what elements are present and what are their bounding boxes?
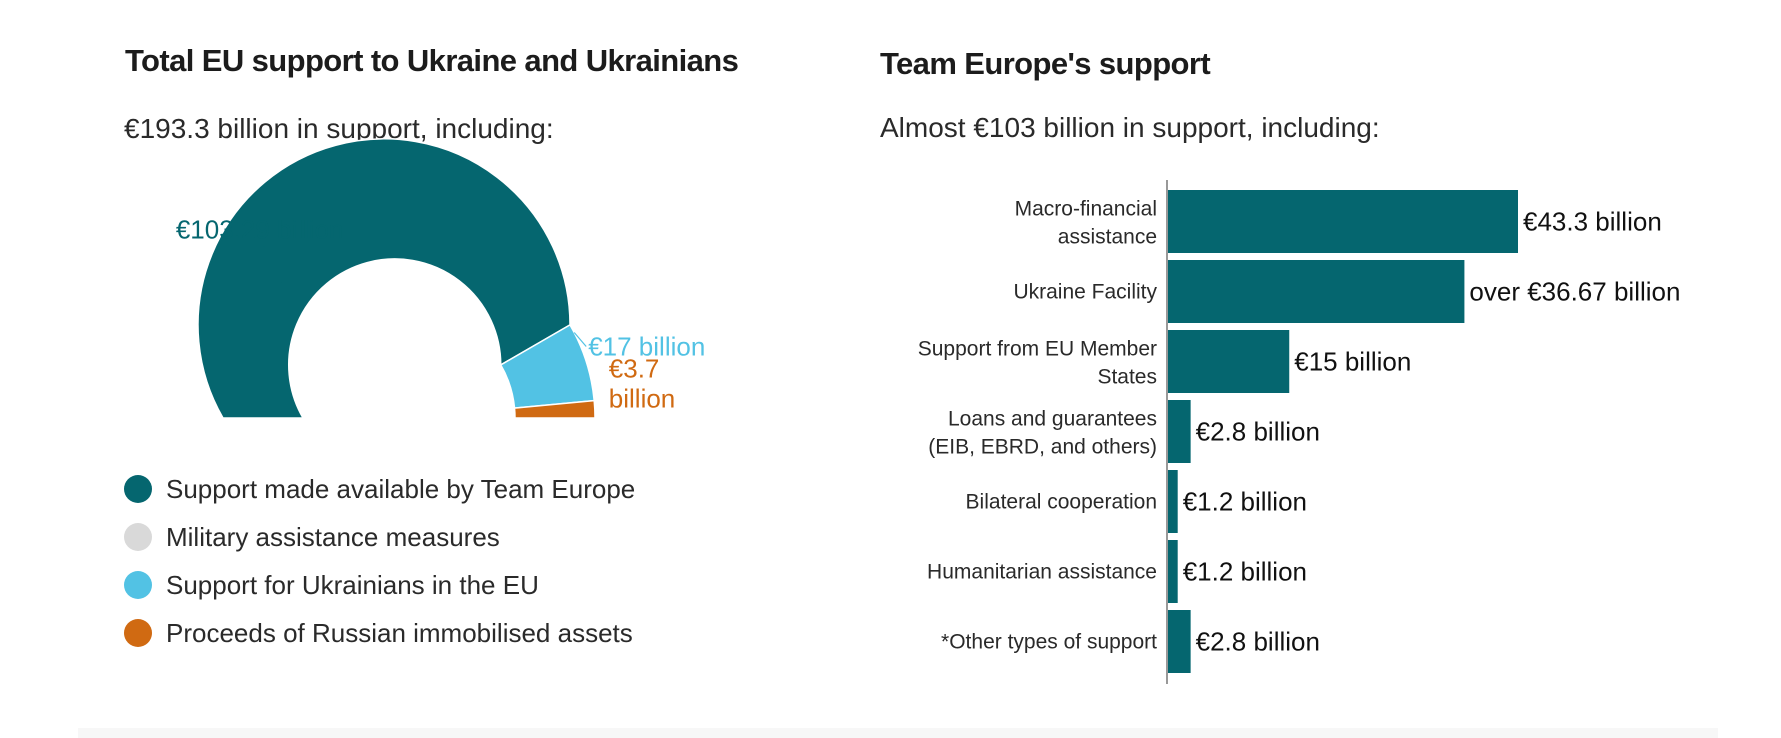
bar-category-line: Macro-financial <box>1015 198 1157 221</box>
bar-category-label: Support from EU Member States <box>918 338 1157 389</box>
bar-category-line: (EIB, EBRD, and others) <box>928 436 1157 459</box>
bar-category-line: assistance <box>1058 226 1157 249</box>
bar <box>1168 540 1178 603</box>
slice-label: €103.29 billion <box>176 214 344 244</box>
slice-label: €17 billion <box>588 332 705 362</box>
bar-category-label: Bilateral cooperation <box>966 491 1157 514</box>
legend-item: Support for Ukrainians in the EU <box>124 561 635 609</box>
bar-value-label: €1.2 billion <box>1183 487 1307 517</box>
legend-label: Support made available by Team Europe <box>166 473 636 504</box>
bar-category-label: Loans and guarantees (EIB, EBRD, and othe… <box>928 408 1157 459</box>
bar-category-line: Ukraine Facility <box>1013 281 1157 304</box>
bar-value-label: €15 billion <box>1294 347 1411 377</box>
legend-item: Proceeds of Russian immobilised assets <box>124 609 635 657</box>
slice-label-line: €3.7 <box>609 353 660 383</box>
legend-label: Proceeds of Russian immobilised assets <box>166 617 633 648</box>
total-eu-support-title: Total EU support to Ukraine and Ukrainia… <box>125 43 739 78</box>
legend-swatch <box>124 619 152 647</box>
bar-category-label: *Other types of support <box>941 631 1157 654</box>
bar-category-line: *Other types of support <box>941 631 1157 654</box>
bar-value-label: €2.8 billion <box>1196 627 1320 657</box>
team-europe-support-title: Team Europe's support <box>880 46 1211 81</box>
legend-swatch <box>124 475 152 503</box>
bar-category-label: Ukraine Facility <box>1013 281 1157 304</box>
bottom-divider <box>78 728 1718 738</box>
team-europe-support-panel: Team Europe's support Almost €103 billio… <box>860 0 1781 738</box>
leader-line <box>573 332 587 347</box>
bar <box>1168 260 1465 323</box>
legend-item: Military assistance measures <box>124 513 635 561</box>
donut-slice <box>513 399 596 419</box>
bar <box>1168 610 1191 673</box>
bar-value-label: €2.8 billion <box>1196 417 1320 447</box>
bar-value-label: €1.2 billion <box>1183 557 1307 587</box>
bar-category-label: Macro-financial assistance <box>1015 198 1157 249</box>
bar <box>1168 470 1178 533</box>
total-eu-support-panel: Total EU support to Ukraine and Ukrainia… <box>0 0 860 738</box>
total-eu-support-subtitle: €193.3 billion in support, including: <box>124 113 554 144</box>
bar-category-label: Humanitarian assistance <box>927 561 1157 584</box>
horizontal-bar-chart: €43.3 billion Macro-financial assistance ov… <box>918 180 1680 684</box>
bar-category-line: States <box>1097 366 1157 389</box>
bar-category-line: Support from EU Member <box>918 338 1157 361</box>
legend-swatch <box>124 571 152 599</box>
legend-item: Support made available by Team Europe <box>124 465 635 513</box>
legend-swatch <box>124 523 152 551</box>
bar <box>1168 330 1290 393</box>
slice-label: €3.7 billion <box>609 353 676 413</box>
bar <box>1168 190 1518 253</box>
bar-category-line: Loans and guarantees <box>948 408 1157 431</box>
slice-label-line: billion <box>609 383 676 413</box>
half-donut-chart: €103.29 billion €17 billion€3.7 billion <box>176 138 705 419</box>
chart-legend: Support made available by Team Europe Mil… <box>124 465 635 657</box>
donut-slice <box>197 138 571 419</box>
bar-category-line: Bilateral cooperation <box>966 491 1157 514</box>
bar <box>1168 400 1191 463</box>
legend-label: Support for Ukrainians in the EU <box>166 569 539 600</box>
bar-value-label: over €36.67 billion <box>1469 277 1680 307</box>
leader-line <box>263 246 283 283</box>
bar-category-line: Humanitarian assistance <box>927 561 1157 584</box>
team-europe-support-subtitle: Almost €103 billion in support, includin… <box>880 112 1380 143</box>
legend-label: Military assistance measures <box>166 521 500 552</box>
bar-value-label: €43.3 billion <box>1523 207 1662 237</box>
